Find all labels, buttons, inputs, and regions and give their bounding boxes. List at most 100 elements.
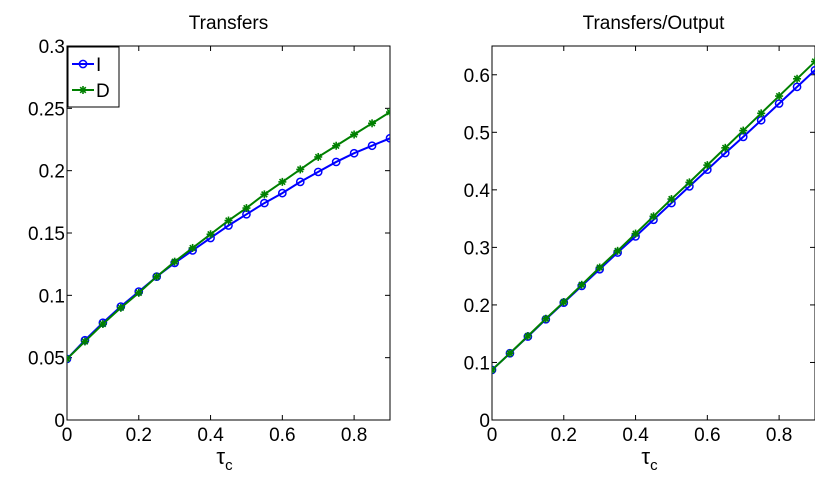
panel-1-series-D-point-d1 [67,357,71,363]
panel-2-series-D-point-d2 [739,127,747,134]
panel-2-series-D-point [667,195,676,204]
panel-2-series-D-point [541,314,550,323]
panel-2-series-D-point-d2 [650,212,657,220]
panel-2-series-D-point-d2 [668,195,675,203]
panel-1-series-I-point [313,167,323,177]
panel-2-series-D-point [721,143,730,152]
panel-1-series-D-point-d2 [368,119,376,127]
panel-1-legend-label-I: I [96,55,101,76]
panel-2-xtick-label: 0.4 [622,425,649,446]
panel-1-title: Transfers [189,13,269,34]
panel-2-series-I-point [792,82,802,92]
panel-1-legend-label-D: D [96,81,110,102]
panel-1-series-D-point-d2 [81,338,89,345]
panel-2-xtick-label: 0.6 [694,425,720,446]
panel-1-series-D-point [206,230,215,239]
panel-1-series-I-line [67,137,390,360]
panel-2-series-D-point-d2 [703,161,711,169]
panel-2-series-D-point-d2 [596,264,604,271]
panel-1-xlabel-subscript: c [225,457,233,474]
panel-2-series-D-point-d2 [614,247,621,255]
panel-1-series-D-point-d2 [207,230,214,238]
panel-1: Transfers 0 0.2 0.4 0.6 0.8 0 0.05 0.1 0.15 0.2 0.2… [28,13,391,474]
panel-1-xtick-label: 0.2 [126,425,152,446]
panel-2-series-D-point [793,74,802,83]
panel-2-series-D-point-d2 [578,281,586,289]
panel-1-series-D-point-d2 [225,217,232,224]
panel-1-series-D-point-d2 [243,204,250,212]
panel-2-series-D-point-d2 [793,75,801,83]
panel-1-series-D-point-d2 [261,190,268,198]
panel-2-series-D-point-d2 [542,315,550,323]
panel-1-series-D-point-d2 [99,320,107,328]
panel-1-series-D-point [260,190,269,199]
panel-1-series-D-point [98,320,107,329]
panel-1-ytick-label: 0.15 [28,224,65,245]
panel-1-ytick-label: 0.2 [39,162,65,183]
panel-1-series-D-point-d2 [67,355,71,361]
panel-2-series-D-point [631,229,640,238]
panel-2-xtick-label: 0.8 [766,425,792,446]
panel-2-title: Transfers/Output [583,13,726,34]
panel-2-xtick-label: 0 [487,425,498,446]
panel-2-series-D-point [523,331,532,340]
panel-1-series-D-point-d2 [296,166,304,173]
panel-1-series-D-point-d1 [386,108,390,114]
panel-2-ytick-label: 0.4 [464,181,491,202]
panel-1-xlabel-symbol: τ [216,444,225,469]
panel-2-series-D-point-d2 [632,230,639,237]
panel-2-ytick-label: 0.3 [464,238,490,259]
panel-1-series-D-point-d2 [278,178,286,186]
panel-2-series-D-point [811,57,815,66]
panel-2-ytick-label: 0.2 [464,296,490,317]
panel-1-ytick-label: 0.1 [39,286,65,307]
panel-1-series-D-point [152,272,161,281]
panel-2-series-D-point-d2 [524,332,532,340]
panel-2-series-D-point [775,92,784,101]
panel-2-series-D-point-d1 [492,368,496,374]
panel-1-xtick-label: 0.8 [341,425,367,446]
panel-2-series-D-point-d2 [506,349,514,357]
panel-2-series-I-point [810,65,815,75]
panel-2-series-D-point [685,178,694,187]
panel-2-series-D-point [757,109,766,118]
panel-1-series-I-point [295,177,305,187]
panel-2-series-D-point-d2 [775,92,783,100]
panel-1-series-D-point [368,119,377,128]
panel-1-xlabel: τc [216,444,233,474]
panel-2-ytick-label: 0.1 [464,353,490,374]
panel-1-xtick-label: 0.4 [197,425,224,446]
panel-1-series-D-point [224,216,233,225]
panel-1-plot-area [67,108,390,364]
panel-1-series-D-point-d2 [332,142,340,150]
panel-1-series-D-point [296,165,305,174]
panel-1-series-D-point-d2 [171,258,179,266]
panel-1-series-D-point-d2 [135,289,143,297]
panel-2-plot-area [492,57,815,375]
panel-1-xtick-label: 0 [62,425,73,446]
panel-2-series-D-point-d2 [757,109,765,117]
panel-1-ytick-label: 0.05 [28,349,65,370]
panel-1-series-I-point [385,133,390,143]
panel-1-series-I-point [331,157,341,167]
panel-1-series-I-point [260,198,269,208]
panel-2-series-D-point [649,212,658,221]
panel-2-series-D-point [703,161,712,170]
panel-1-series-D-point [170,257,179,266]
panel-1-legend-marker-D [79,86,87,94]
panel-2-xlabel-subscript: c [650,457,658,474]
panel-1-ytick-label: 0 [54,411,65,432]
panel-2-series-D-point-d2 [492,366,496,372]
panel-1-series-D-point-d2 [189,244,196,252]
panel-1-series-D-point-d2 [314,153,322,161]
panel-1-series-D-point [278,177,287,186]
panel-2-series-D-point [559,298,568,307]
panel-1-series-D-point-d2 [117,304,125,312]
panel-1-legend: ID [67,46,120,108]
panel-2-series-D-point [492,365,496,374]
panel-1-series-D-line [67,111,390,360]
panel-2-ytick-label: 0.6 [464,66,490,87]
panel-1-series-I-point [349,148,359,158]
panel-1-series-D-point [242,204,251,213]
panel-1-series-D-point [314,152,323,161]
